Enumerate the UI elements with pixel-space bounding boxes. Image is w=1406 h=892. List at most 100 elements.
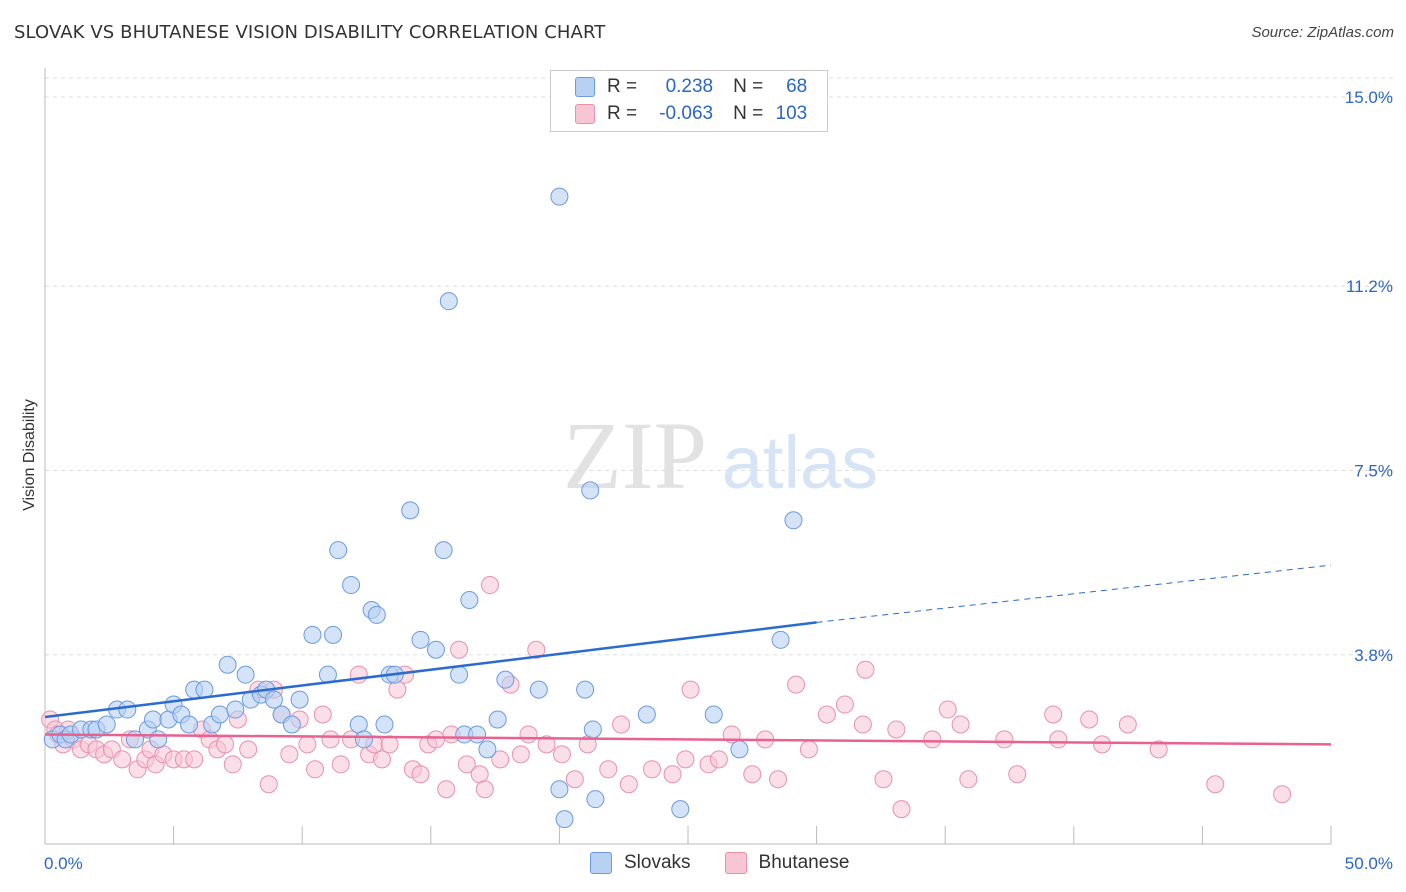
bhutanese-point	[1008, 765, 1027, 784]
bhutanese-point	[388, 680, 407, 699]
slovaks-point	[149, 730, 168, 749]
slovaks-point	[144, 710, 163, 729]
bhutanese-point	[437, 780, 456, 799]
r-value: -0.063	[659, 103, 714, 124]
bhutanese-point	[1049, 730, 1068, 749]
slovaks-point	[324, 625, 343, 644]
trend-lines	[44, 564, 1332, 746]
bhutanese-point	[676, 750, 695, 769]
bhutanese-point	[1206, 775, 1225, 794]
watermark-atlas: atlas	[722, 421, 878, 504]
bhutanese-point	[519, 725, 538, 744]
bhutanese-point	[599, 760, 618, 779]
slovaks-point	[218, 655, 237, 674]
bhutanese-point	[239, 740, 258, 759]
bhutanese-point	[856, 660, 875, 679]
y-axis-label: Vision Disability	[21, 399, 38, 511]
bhutanese-point	[709, 750, 728, 769]
watermark: ZIP atlas	[563, 402, 878, 509]
bhutanese-point	[681, 680, 700, 699]
slovaks-point	[550, 780, 569, 799]
bhutanese-point	[113, 750, 132, 769]
bhutanese-point	[457, 755, 476, 774]
legend-row-bhutanese: R = -0.063 N = 103	[575, 102, 807, 126]
bhutanese-label: Bhutanese	[758, 852, 850, 873]
bhutanese-point	[450, 640, 469, 659]
slovaks-point	[460, 590, 479, 609]
legend-item-slovaks[interactable]: Slovaks	[590, 852, 691, 874]
x-tick-label: 0.0%	[44, 854, 83, 873]
bhutanese-point	[491, 750, 510, 769]
y-tick-label: 15.0%	[1345, 88, 1393, 107]
bhutanese-point	[313, 705, 332, 724]
series-legend: Slovaks Bhutanese	[590, 852, 883, 874]
chart-title: SLOVAK VS BHUTANESE VISION DISABILITY CO…	[14, 22, 606, 43]
bhutanese-point	[835, 695, 854, 714]
slovaks-point	[375, 715, 394, 734]
slovaks-point	[478, 740, 497, 759]
bhutanese-point	[923, 730, 942, 749]
slovaks-point	[236, 665, 255, 684]
slovaks-point	[426, 640, 445, 659]
legend-item-bhutanese[interactable]: Bhutanese	[724, 852, 850, 874]
bhutanese-point	[799, 740, 818, 759]
bhutanese-point	[223, 755, 242, 774]
bhutanese-point	[995, 730, 1014, 749]
slovaks-point	[342, 576, 361, 595]
slovaks-point	[488, 710, 507, 729]
bhutanese-point	[619, 775, 638, 794]
bhutanese-point	[527, 640, 546, 659]
slovaks-swatch	[590, 852, 612, 874]
bhutanese-point	[349, 665, 368, 684]
bhutanese-point	[475, 780, 494, 799]
bhutanese-point	[1118, 715, 1137, 734]
bhutanese-point	[511, 745, 530, 764]
bhutanese-point	[1080, 710, 1099, 729]
slovaks-point	[529, 680, 548, 699]
slovaks-point	[496, 670, 515, 689]
bhutanese-point	[306, 760, 325, 779]
bhutanese-point	[612, 715, 631, 734]
slovaks-point	[771, 630, 790, 649]
grid-lines	[45, 77, 1395, 656]
bhutanese-point	[185, 750, 204, 769]
slovaks-label: Slovaks	[624, 852, 691, 873]
bhutanese-point	[938, 700, 957, 719]
slovaks-point	[329, 541, 348, 560]
slovaks-trend-line	[44, 621, 817, 719]
slovaks-point	[180, 715, 199, 734]
slovaks-point	[354, 730, 373, 749]
bhutanese-point	[1044, 705, 1063, 724]
bhutanese-point	[426, 730, 445, 749]
bhutanese-point	[216, 735, 235, 754]
n-value: 103	[775, 103, 808, 124]
slovaks-point	[264, 690, 283, 709]
n-label: N =	[733, 76, 764, 97]
r-label: R =	[607, 103, 638, 124]
n-value: 68	[786, 76, 808, 97]
source-label: Source: ZipAtlas.com	[1251, 24, 1394, 41]
slovaks-point	[586, 790, 605, 809]
bhutanese-point	[480, 576, 499, 595]
bhutanese-point	[537, 735, 556, 754]
slovaks-point	[97, 715, 116, 734]
slovaks-point	[704, 705, 723, 724]
bhutanese-point	[874, 770, 893, 789]
slovaks-point	[226, 700, 245, 719]
y-tick-label: 7.5%	[1354, 462, 1393, 481]
bhutanese-point	[565, 770, 584, 789]
slovaks-point	[282, 715, 301, 734]
bhutanese-point	[298, 735, 317, 754]
slovaks-point	[210, 705, 229, 724]
bhutanese-point	[321, 730, 340, 749]
slovaks-point	[468, 725, 487, 744]
slovaks-swatch	[575, 77, 595, 97]
bhutanese-point	[769, 770, 788, 789]
y-tick-label: 11.2%	[1346, 277, 1393, 296]
bhutanese-point	[853, 715, 872, 734]
slovaks-point	[349, 715, 368, 734]
slovaks-point	[367, 605, 386, 624]
slovaks-trend-extension	[816, 564, 1332, 623]
slovaks-point	[581, 481, 600, 500]
